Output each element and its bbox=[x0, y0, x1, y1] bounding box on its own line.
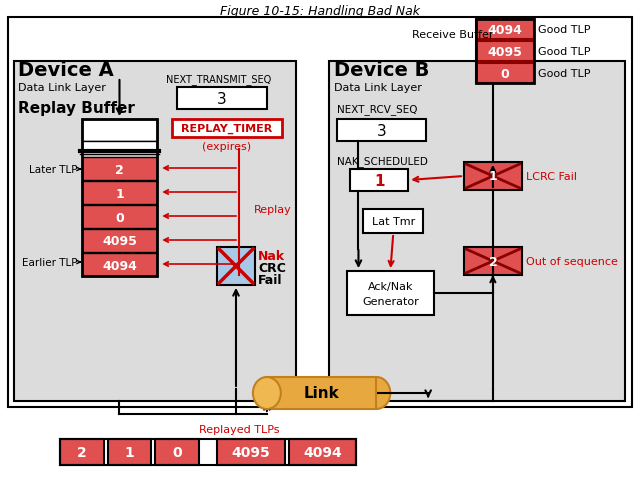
Text: 1: 1 bbox=[115, 187, 124, 200]
Bar bbox=[217, 439, 285, 465]
Bar bbox=[464, 163, 521, 191]
Text: NAK_SCHEDULED: NAK_SCHEDULED bbox=[336, 156, 428, 167]
Bar bbox=[289, 439, 356, 465]
Bar bbox=[476, 64, 534, 84]
Text: Device A: Device A bbox=[18, 60, 114, 79]
Bar bbox=[82, 120, 158, 276]
Text: NEXT_RCV_SEQ: NEXT_RCV_SEQ bbox=[336, 104, 417, 115]
Bar bbox=[82, 157, 158, 180]
Text: 4095: 4095 bbox=[102, 235, 137, 248]
Bar bbox=[82, 205, 158, 228]
Bar bbox=[329, 62, 625, 401]
Text: Fail: Fail bbox=[258, 273, 282, 286]
Text: LCRC Fail: LCRC Fail bbox=[526, 172, 577, 181]
Text: Lat Tmr: Lat Tmr bbox=[372, 216, 415, 227]
Bar bbox=[347, 271, 434, 315]
Text: 3: 3 bbox=[217, 91, 227, 106]
Bar bbox=[267, 377, 376, 409]
Bar bbox=[82, 120, 158, 142]
Bar bbox=[476, 20, 534, 40]
Bar bbox=[476, 20, 534, 84]
Bar bbox=[82, 253, 158, 276]
Bar bbox=[350, 169, 408, 192]
Text: Figure 10-15: Handling Bad Nak: Figure 10-15: Handling Bad Nak bbox=[220, 4, 420, 17]
Text: Replay Buffer: Replay Buffer bbox=[18, 100, 135, 115]
Text: 1: 1 bbox=[125, 445, 134, 459]
Text: Data Link Layer: Data Link Layer bbox=[334, 83, 421, 93]
Text: Receive Buffer: Receive Buffer bbox=[412, 30, 494, 40]
Text: (expires): (expires) bbox=[203, 142, 251, 152]
Bar bbox=[60, 439, 104, 465]
Bar bbox=[172, 120, 282, 138]
Text: Out of sequence: Out of sequence bbox=[526, 256, 618, 266]
Text: Good TLP: Good TLP bbox=[538, 47, 590, 57]
Bar bbox=[82, 229, 158, 252]
Text: 4094: 4094 bbox=[102, 259, 137, 272]
Bar bbox=[8, 18, 632, 407]
Text: Data Link Layer: Data Link Layer bbox=[18, 83, 106, 93]
Bar bbox=[82, 142, 158, 152]
Text: 4094: 4094 bbox=[487, 24, 522, 36]
Text: Earlier TLP: Earlier TLP bbox=[22, 257, 78, 267]
Text: 4094: 4094 bbox=[303, 445, 342, 459]
Text: 0: 0 bbox=[500, 67, 509, 80]
Text: Generator: Generator bbox=[362, 296, 419, 306]
Text: 0: 0 bbox=[172, 445, 182, 459]
Text: Nak: Nak bbox=[258, 249, 285, 262]
Text: Good TLP: Good TLP bbox=[538, 25, 590, 35]
Text: Ack/Nak: Ack/Nak bbox=[368, 281, 413, 291]
Text: 2: 2 bbox=[489, 255, 497, 268]
Text: NEXT_TRANSMIT_SEQ: NEXT_TRANSMIT_SEQ bbox=[167, 74, 272, 85]
Text: 3: 3 bbox=[377, 123, 386, 138]
Text: CRC: CRC bbox=[258, 261, 285, 274]
Ellipse shape bbox=[253, 377, 281, 409]
Bar bbox=[177, 88, 267, 110]
Text: 1: 1 bbox=[374, 173, 385, 188]
Text: Replayed TLPs: Replayed TLPs bbox=[199, 424, 279, 434]
Bar bbox=[464, 248, 521, 276]
Text: 4095: 4095 bbox=[487, 46, 522, 59]
Text: 1: 1 bbox=[489, 170, 497, 183]
Bar bbox=[336, 120, 426, 142]
Bar bbox=[107, 439, 151, 465]
Text: 4095: 4095 bbox=[231, 445, 270, 459]
Bar bbox=[14, 62, 296, 401]
Text: 0: 0 bbox=[115, 211, 124, 224]
Text: REPLAY_TIMER: REPLAY_TIMER bbox=[181, 124, 273, 134]
Text: 2: 2 bbox=[77, 445, 87, 459]
Text: Good TLP: Good TLP bbox=[538, 69, 590, 79]
Bar bbox=[60, 439, 356, 465]
Text: Link: Link bbox=[303, 386, 340, 401]
Bar bbox=[476, 42, 534, 62]
Bar bbox=[217, 248, 255, 286]
Bar bbox=[363, 210, 423, 233]
Text: Later TLP: Later TLP bbox=[29, 165, 78, 175]
Ellipse shape bbox=[363, 377, 390, 409]
Text: Replay: Replay bbox=[254, 204, 292, 215]
Text: Device B: Device B bbox=[334, 60, 429, 79]
Bar bbox=[82, 181, 158, 204]
Bar bbox=[156, 439, 199, 465]
Text: 2: 2 bbox=[115, 163, 124, 176]
